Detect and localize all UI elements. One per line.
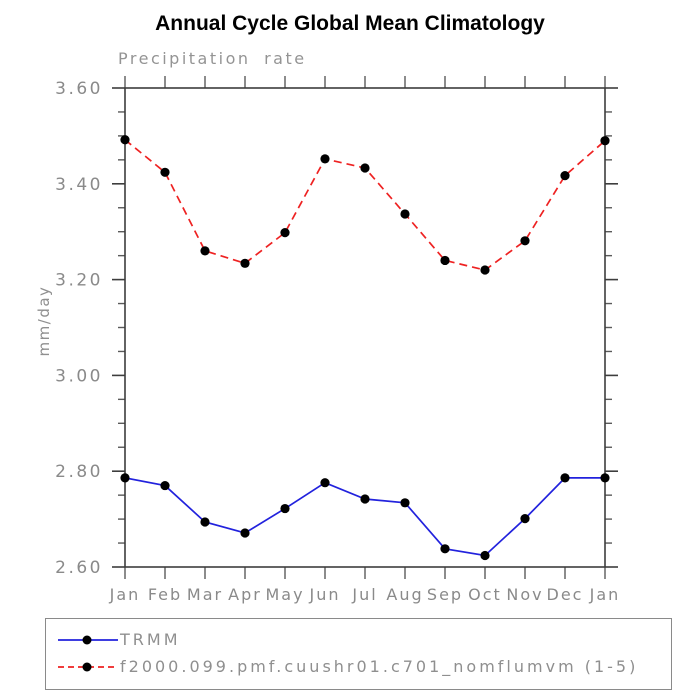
data-point-marker (240, 258, 250, 268)
data-point-marker (600, 473, 610, 483)
data-point-marker (480, 265, 490, 275)
x-tick-label: Jan (109, 585, 141, 604)
series-line-1 (124, 139, 606, 271)
legend-label-model: f2000.099.pmf.cuushr01.c701_nomflumvm (1… (120, 657, 639, 676)
y-tick-label: 3.20 (55, 271, 103, 291)
data-point-marker (200, 517, 210, 527)
plot-frame (124, 87, 606, 568)
data-point-marker (200, 246, 210, 256)
y-tick-label: 3.60 (55, 79, 103, 99)
legend-marker-icon (82, 662, 92, 672)
x-tick-label: Dec (547, 585, 584, 604)
x-tick-label: Mar (187, 585, 223, 604)
y-tick-label: 3.40 (55, 175, 103, 195)
data-point-marker (320, 478, 330, 488)
data-point-marker (280, 228, 290, 238)
chart-subtitle: Precipitation rate (118, 49, 307, 68)
data-point-marker (120, 135, 130, 145)
x-tick-label: Apr (228, 585, 262, 604)
data-point-marker (120, 473, 130, 483)
data-point-marker (440, 255, 450, 266)
x-tick-label: Feb (148, 585, 182, 604)
y-tick-label: 2.80 (55, 462, 103, 482)
y-tick-label: 2.60 (55, 558, 103, 578)
data-point-marker (520, 236, 530, 246)
legend-entry-trmm: TRMM (58, 630, 671, 649)
plot-area: 3.60 3.40 3.20 3.00 2.80 2.60 Jan Feb Mar Apr May J… (55, 76, 621, 604)
data-point-marker (400, 209, 410, 219)
data-point-marker (600, 136, 610, 146)
data-point-marker (280, 503, 290, 514)
chart-title: Annual Cycle Global Mean Climatology (155, 12, 545, 35)
data-point-marker (160, 480, 170, 491)
x-tick-label: Aug (386, 585, 423, 604)
y-tick-label: 3.00 (55, 366, 103, 386)
data-point-marker (560, 171, 570, 181)
data-point-marker (440, 544, 450, 554)
legend-marker-icon (82, 635, 92, 645)
x-tick-label: Sep (427, 585, 463, 604)
data-point-marker (480, 550, 490, 561)
data-point-marker (240, 528, 250, 538)
legend: TRMM f2000.099.pmf.cuushr01.c701_nomflum… (45, 618, 672, 690)
data-point-marker (160, 167, 170, 177)
model-line-swatch (58, 662, 118, 672)
x-tick-label: Nov (506, 585, 543, 604)
series-line-0 (124, 477, 605, 557)
data-point-marker (360, 494, 370, 504)
x-tick-label: Jan (589, 585, 621, 604)
x-tick-label: Oct (468, 585, 502, 604)
x-tick-label: Jun (309, 585, 341, 604)
data-point-marker (400, 498, 410, 508)
legend-entry-model: f2000.099.pmf.cuushr01.c701_nomflumvm (1… (58, 657, 671, 676)
legend-label-trmm: TRMM (120, 630, 181, 649)
data-point-marker (520, 514, 530, 524)
x-tick-label: May (265, 585, 304, 604)
data-point-marker (560, 473, 570, 483)
data-point-marker (320, 154, 330, 164)
trmm-line-swatch (58, 635, 118, 645)
x-tick-label: Jul (351, 585, 377, 604)
data-point-marker (360, 163, 370, 173)
